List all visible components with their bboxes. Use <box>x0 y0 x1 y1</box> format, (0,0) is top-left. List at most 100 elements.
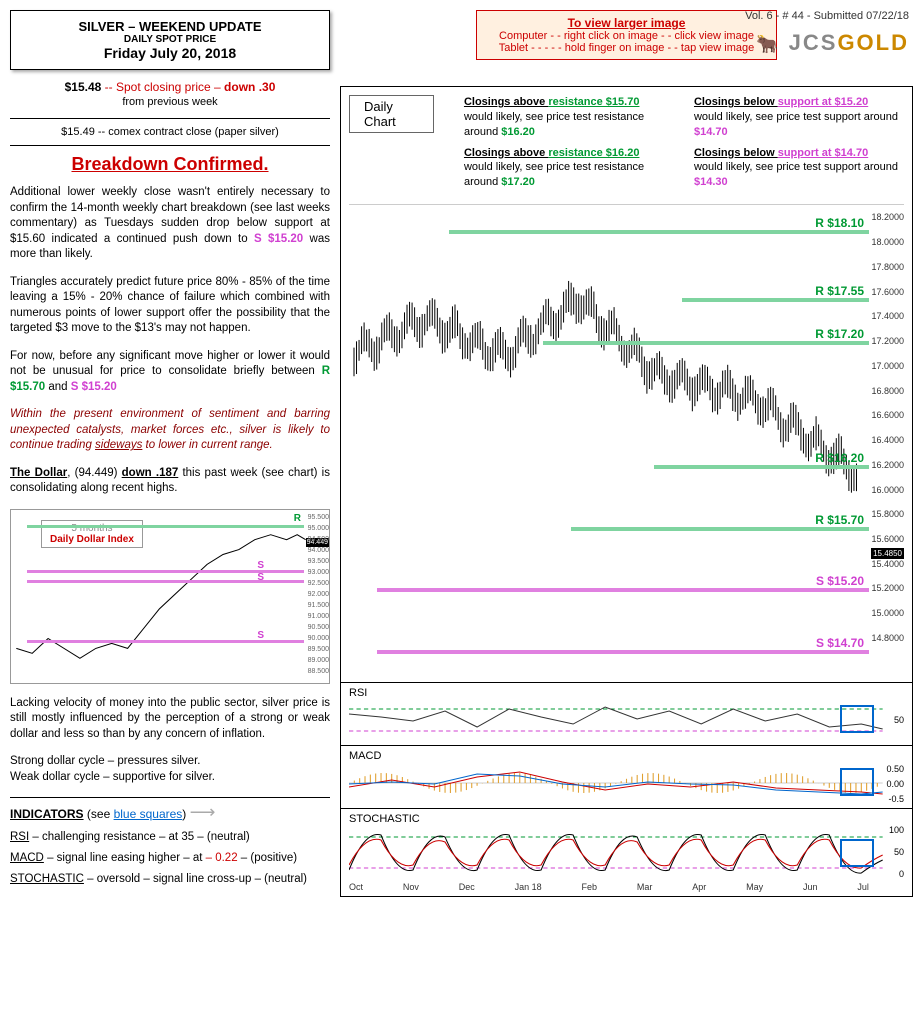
para-6: Lacking velocity of money into the publi… <box>10 696 330 743</box>
x-label: Feb <box>582 882 598 892</box>
macd-label: MACD <box>349 750 904 762</box>
dollar-r-line <box>27 525 304 528</box>
para-4: Within the present environment of sentim… <box>10 407 330 454</box>
y-tick: 16.6000 <box>871 410 904 420</box>
macd-tick: -0.5 <box>888 794 904 804</box>
x-label: Jan 18 <box>515 882 542 892</box>
right-column: To view larger image Computer - - right … <box>340 10 913 897</box>
macd-svg <box>349 762 904 804</box>
view-l2: Tablet - - - - - hold finger on image - … <box>499 42 755 54</box>
volume-line: Vol. 6 - # 44 - Submitted 07/22/18 <box>745 10 909 22</box>
resistance-label: R $17.55 <box>815 284 864 298</box>
macd-panel: MACD 0.50 0.00 -0.5 <box>340 746 913 809</box>
main-chart-area[interactable]: Daily Chart Closings above resistance $1… <box>340 86 913 683</box>
macd-tick: 0.00 <box>886 779 904 789</box>
indicators-header: INDICATORS (see blue squares) ⟶ <box>10 802 330 823</box>
r-label: R <box>294 513 301 524</box>
s-label: S <box>257 572 264 583</box>
y-tick: 17.6000 <box>871 287 904 297</box>
view-hdr: To view larger image <box>499 16 755 30</box>
dollar-chart[interactable]: 5 months Daily Dollar Index R S S S 94.4… <box>10 509 330 684</box>
blue-square-icon <box>840 839 874 867</box>
stoch-svg <box>349 825 904 880</box>
y-tick: 17.4000 <box>871 311 904 321</box>
stoch-label: STOCHASTIC <box>349 813 904 825</box>
headline: Breakdown Confirmed. <box>10 154 330 175</box>
logo-jcs: JCS <box>789 30 838 55</box>
indicator-rsi: RSI – challenging resistance – at 35 – (… <box>10 831 330 843</box>
dollar-y-tick: 92.500 <box>308 580 329 587</box>
x-label: Dec <box>459 882 475 892</box>
x-label: Oct <box>349 882 363 892</box>
x-label: Apr <box>692 882 706 892</box>
logo-gold: GOLD <box>837 30 909 55</box>
stoch-tick: 100 <box>889 825 904 835</box>
spot-label: -- Spot closing price – <box>101 80 224 94</box>
page: Vol. 6 - # 44 - Submitted 07/22/18 🐂 JCS… <box>0 0 923 1024</box>
main-price-chart: R $18.10 R $17.55 R $17.20 R $16.20 R $15.70… <box>349 204 904 674</box>
price-marker: 15.4850 <box>871 548 904 559</box>
main-columns: SILVER – WEEKEND UPDATE DAILY SPOT PRICE… <box>10 10 913 897</box>
spot-sub: from previous week <box>10 96 330 108</box>
y-tick: 15.6000 <box>871 534 904 544</box>
spot-price-line: $15.48 -- Spot closing price – down .30 <box>10 80 330 94</box>
stoch-tick: 50 <box>894 847 904 857</box>
resistance-line <box>654 465 869 469</box>
title-line2: DAILY SPOT PRICE <box>19 34 321 45</box>
blue-square-icon <box>840 768 874 796</box>
dollar-y-tick: 90.500 <box>308 624 329 631</box>
resistance-line <box>682 298 869 302</box>
y-tick: 15.0000 <box>871 608 904 618</box>
indicator-stoch: STOCHASTIC – oversold – signal line cros… <box>10 873 330 885</box>
dollar-y-tick: 89.000 <box>308 657 329 664</box>
y-tick: 15.4000 <box>871 559 904 569</box>
divider <box>10 797 330 798</box>
x-label: Jun <box>803 882 818 892</box>
rsi-svg <box>349 699 904 741</box>
x-label: Mar <box>637 882 653 892</box>
s-label: S <box>257 560 264 571</box>
support-label: S $14.70 <box>816 636 864 650</box>
x-label: May <box>746 882 763 892</box>
dollar-y-tick: 95.500 <box>308 514 329 521</box>
y-tick: 17.2000 <box>871 336 904 346</box>
support-line <box>377 588 869 592</box>
view-instructions: To view larger image Computer - - right … <box>476 10 778 60</box>
x-label: Nov <box>403 882 419 892</box>
resistance-label: R $17.20 <box>815 327 864 341</box>
left-column: SILVER – WEEKEND UPDATE DAILY SPOT PRICE… <box>10 10 330 897</box>
levels-text: Closings above resistance $15.70 would l… <box>464 95 904 196</box>
resistance-label: R $16.20 <box>815 451 864 465</box>
y-tick: 16.4000 <box>871 435 904 445</box>
title-line3: Friday July 20, 2018 <box>19 45 321 61</box>
dollar-y-tick: 91.000 <box>308 613 329 620</box>
y-tick: 16.8000 <box>871 386 904 396</box>
rsi-label: RSI <box>349 687 904 699</box>
title-line1: SILVER – WEEKEND UPDATE <box>19 19 321 34</box>
y-tick: 14.8000 <box>871 633 904 643</box>
s-label: S <box>257 630 264 641</box>
y-tick: 18.0000 <box>871 237 904 247</box>
title-box: SILVER – WEEKEND UPDATE DAILY SPOT PRICE… <box>10 10 330 70</box>
resistance-label: R $15.70 <box>815 513 864 527</box>
divider <box>10 118 330 119</box>
para-5: The Dollar, (94.449) down .187 this past… <box>10 466 330 497</box>
y-tick: 18.2000 <box>871 212 904 222</box>
comex-line: $15.49 -- comex contract close (paper si… <box>10 123 330 141</box>
resistance-label: R $18.10 <box>815 216 864 230</box>
rsi-panel: RSI 50 <box>340 683 913 746</box>
resistance-line <box>543 341 869 345</box>
indicator-macd: MACD – signal line easing higher – at – … <box>10 852 330 864</box>
levels-above: Closings above resistance $15.70 would l… <box>464 95 674 196</box>
dollar-y-tick: 95.000 <box>308 525 329 532</box>
y-tick: 15.8000 <box>871 509 904 519</box>
price-bars <box>349 205 869 675</box>
y-tick: 15.2000 <box>871 583 904 593</box>
support-label: S $15.20 <box>816 574 864 588</box>
rsi-tick: 50 <box>894 715 904 725</box>
stoch-tick: 0 <box>899 869 904 879</box>
y-tick: 16.2000 <box>871 460 904 470</box>
para-1: Additional lower weekly close wasn't ent… <box>10 185 330 263</box>
divider <box>10 145 330 146</box>
dollar-y-tick: 94.500 <box>308 536 329 543</box>
